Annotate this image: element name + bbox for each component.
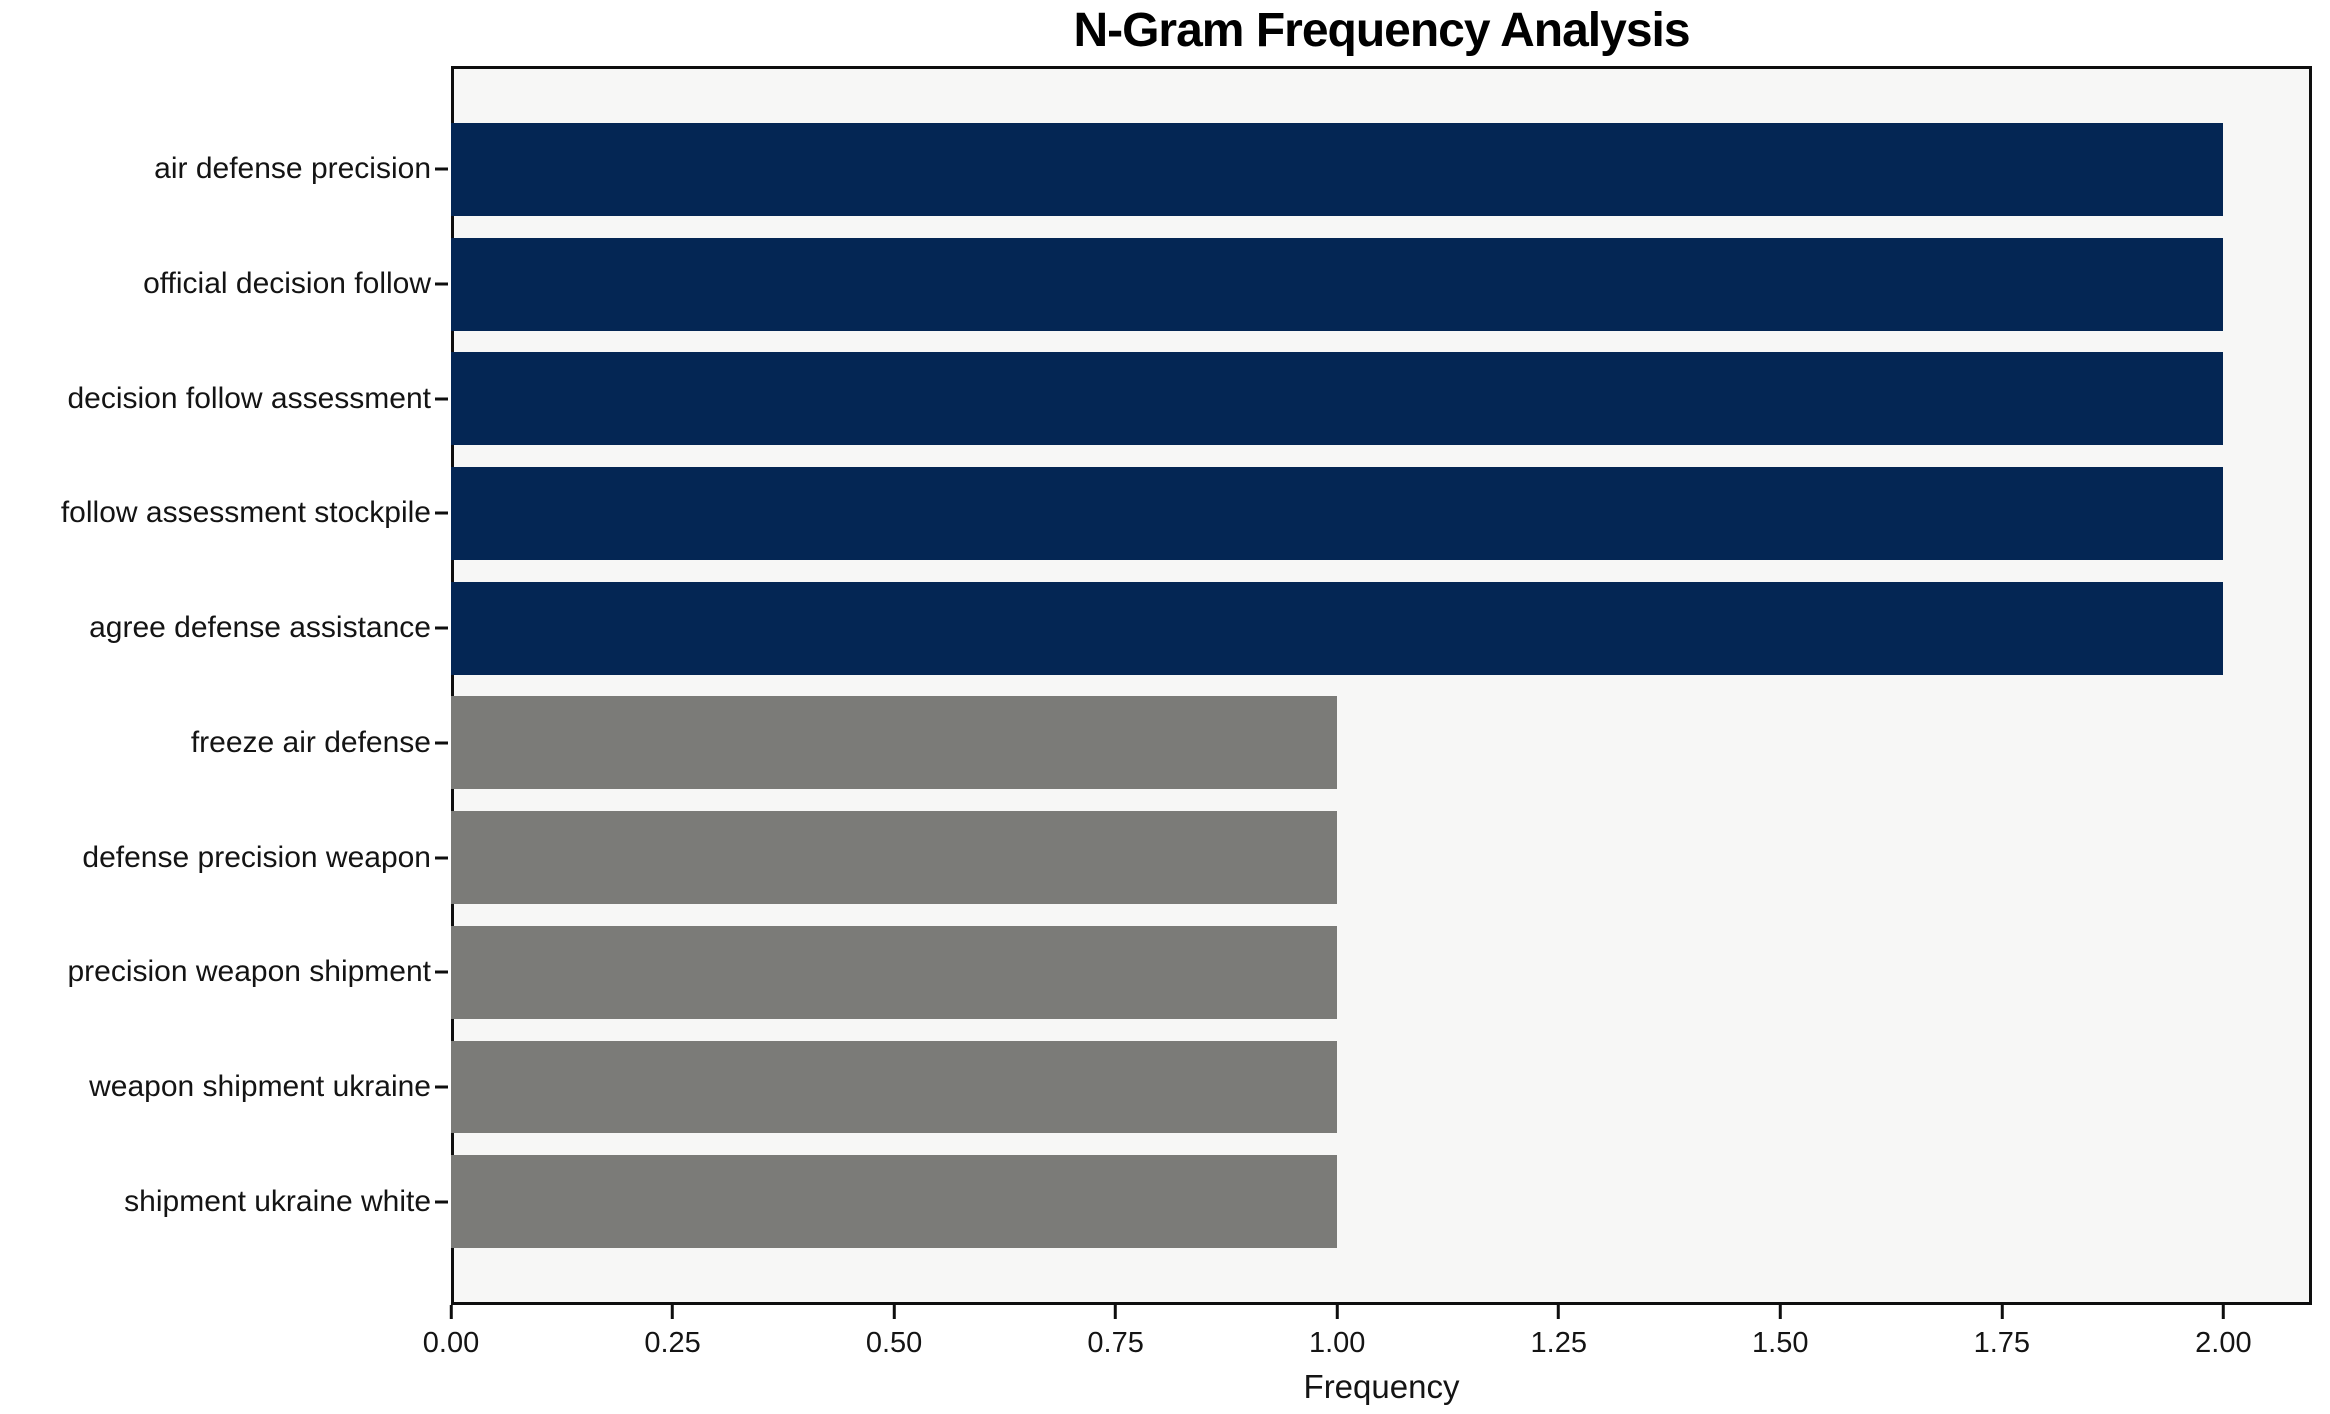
bar-official-decision-follow — [451, 237, 2224, 331]
bar-row: follow assessment stockpile — [61, 456, 2312, 571]
y-tick-label-precision-weapon-shipment: precision weapon shipment — [67, 955, 431, 989]
x-axis-label: Frequency — [1303, 1368, 1460, 1405]
x-tick-mark — [671, 1305, 675, 1319]
bar-row: shipment ukraine white — [124, 1144, 2312, 1259]
y-tick-label-freeze-air-defense: freeze air defense — [190, 725, 431, 759]
x-tick: 0.00 — [423, 1305, 479, 1360]
bar-weapon-shipment-ukraine — [451, 1040, 1338, 1134]
y-tick-mark — [435, 397, 448, 401]
bar-row: freeze air defense — [191, 686, 2312, 801]
y-tick-mark — [435, 282, 448, 286]
x-tick-label-1.00: 1.00 — [1308, 1327, 1366, 1359]
y-tick-label-follow-assessment-stockpile: follow assessment stockpile — [60, 496, 431, 530]
x-tick-mark — [2221, 1305, 2225, 1319]
x-tick: 0.50 — [866, 1305, 922, 1360]
x-tick-mark — [1335, 1305, 1339, 1319]
x-tick: 1.25 — [1531, 1305, 1587, 1360]
y-tick-mark — [435, 1200, 448, 1204]
y-tick-mark — [435, 511, 448, 515]
x-tick: 1.00 — [1309, 1305, 1365, 1360]
x-tick-label-1.50: 1.50 — [1752, 1327, 1809, 1359]
x-tick-label-0.25: 0.25 — [644, 1327, 701, 1359]
x-tick: 1.75 — [1974, 1305, 2030, 1360]
y-tick-label-agree-defense-assistance: agree defense assistance — [89, 611, 431, 645]
bar-decision-follow-assessment — [451, 352, 2224, 446]
x-tick-label-2.00: 2.00 — [2195, 1327, 2252, 1359]
y-tick-label-official-decision-follow: official decision follow — [143, 267, 431, 301]
x-tick-label-0.00: 0.00 — [422, 1327, 480, 1359]
bar-row: weapon shipment ukraine — [89, 1030, 2312, 1145]
y-tick-mark — [435, 970, 448, 974]
y-tick-mark — [435, 741, 448, 745]
y-tick-mark — [435, 167, 448, 171]
bar-shipment-ukraine-white — [451, 1155, 1338, 1249]
y-tick-label-defense-precision-weapon: defense precision weapon — [82, 840, 431, 874]
y-tick-label-weapon-shipment-ukraine: weapon shipment ukraine — [89, 1069, 431, 1103]
bar-row: precision weapon shipment — [67, 915, 2312, 1030]
x-tick: 1.50 — [1752, 1305, 1809, 1360]
x-tick-mark — [1557, 1305, 1561, 1319]
bar-row: official decision follow — [143, 227, 2312, 342]
x-tick-mark — [892, 1305, 896, 1319]
y-tick-mark — [435, 626, 448, 630]
bar-row: air defense precision — [154, 112, 2312, 227]
chart-title: N-Gram Frequency Analysis — [1073, 4, 1690, 57]
x-tick-mark — [449, 1305, 453, 1319]
x-tick: 0.75 — [1087, 1305, 1144, 1360]
bar-row: decision follow assessment — [67, 341, 2312, 456]
y-tick-label-air-defense-precision: air defense precision — [154, 152, 431, 186]
x-tick-mark — [1778, 1305, 1782, 1319]
bars-layer: air defense precision official decision f… — [61, 66, 2312, 1305]
x-tick: 0.25 — [644, 1305, 701, 1360]
y-tick-label-decision-follow-assessment: decision follow assessment — [67, 381, 431, 415]
x-tick-mark — [1114, 1305, 1118, 1319]
x-tick-label-1.25: 1.25 — [1530, 1327, 1587, 1359]
bar-row: defense precision weapon — [82, 800, 2312, 915]
x-tick-label-0.50: 0.50 — [865, 1327, 923, 1359]
x-axis: 0.00 0.25 0.50 0.75 1.00 1.25 1.50 1.75 2.00 — [423, 1305, 2312, 1375]
x-tick-label-0.75: 0.75 — [1087, 1327, 1144, 1359]
bar-air-defense-precision — [451, 122, 2224, 216]
y-tick-mark — [435, 856, 448, 860]
bar-defense-precision-weapon — [451, 811, 1338, 905]
y-tick-label-shipment-ukraine-white: shipment ukraine white — [124, 1184, 431, 1218]
x-tick-label-1.75: 1.75 — [1973, 1327, 2031, 1359]
bar-agree-defense-assistance — [451, 581, 2224, 675]
x-tick: 2.00 — [2195, 1305, 2252, 1360]
bar-freeze-air-defense — [451, 696, 1338, 790]
bar-row: agree defense assistance — [89, 571, 2312, 686]
bar-follow-assessment-stockpile — [451, 467, 2224, 560]
bar-precision-weapon-shipment — [451, 925, 1338, 1019]
x-tick-mark — [2000, 1305, 2004, 1319]
y-tick-mark — [435, 1085, 448, 1089]
